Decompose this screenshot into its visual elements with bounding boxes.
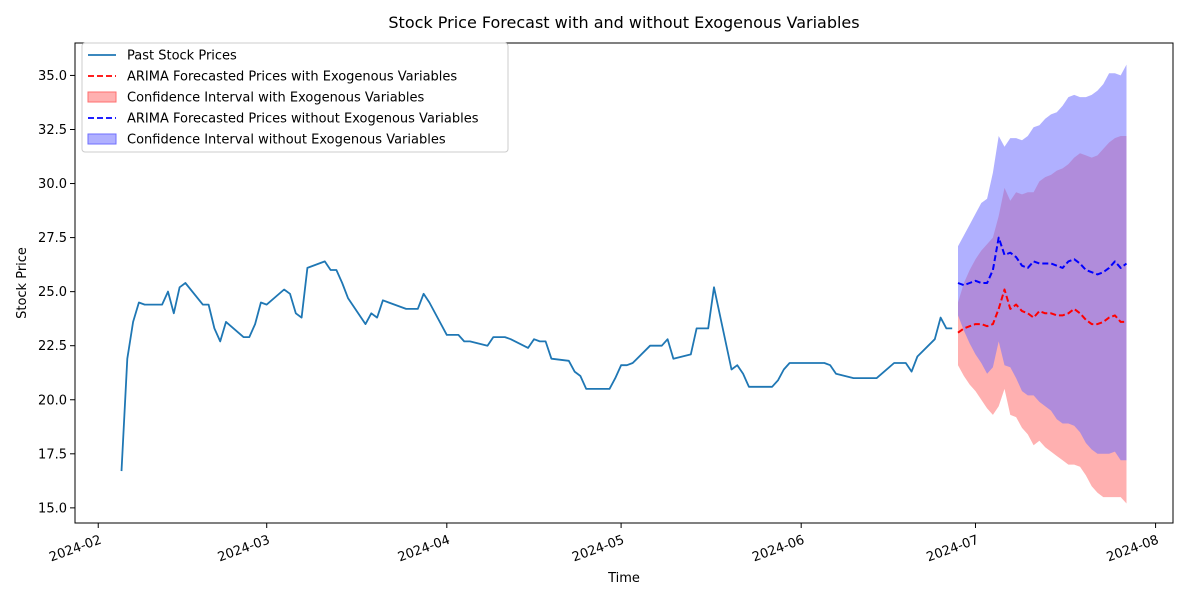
plot-area bbox=[120, 64, 1128, 504]
x-tick-label: 2024-05 bbox=[570, 533, 626, 566]
y-axis-title: Stock Price bbox=[15, 247, 30, 319]
legend-swatch bbox=[87, 133, 117, 145]
y-tick-label: 35.0 bbox=[38, 69, 67, 84]
legend-item-arima-forecasted-prices-without-exogenous-variables: ARIMA Forecasted Prices without Exogenou… bbox=[88, 112, 479, 127]
legend-label: ARIMA Forecasted Prices with Exogenous V… bbox=[127, 70, 457, 85]
past-stock-prices-line bbox=[120, 260, 953, 472]
y-tick-label: 20.0 bbox=[38, 393, 67, 408]
legend-item-arima-forecasted-prices-with-exogenous-variables: ARIMA Forecasted Prices with Exogenous V… bbox=[88, 70, 457, 85]
x-tick-label: 2024-07 bbox=[925, 533, 981, 566]
y-tick-label: 15.0 bbox=[38, 501, 67, 516]
x-axis: 2024-02 2024-03 2024-04 2024-05 2024-06 2024-… bbox=[47, 523, 1161, 565]
y-tick-label: 17.5 bbox=[38, 447, 67, 462]
legend-item-past-stock-prices: Past Stock Prices bbox=[88, 49, 237, 64]
x-tick-label: 2024-03 bbox=[216, 533, 272, 566]
arima-forecasted-prices-with-exogenous-variables-line bbox=[957, 288, 1127, 334]
confidence-interval-without-exogenous-variables-band bbox=[958, 64, 1127, 461]
y-tick-label: 32.5 bbox=[38, 123, 67, 138]
legend-label: Confidence Interval with Exogenous Varia… bbox=[127, 91, 425, 106]
legend-label: ARIMA Forecasted Prices without Exogenou… bbox=[127, 112, 479, 127]
x-tick-label: 2024-06 bbox=[750, 533, 806, 566]
legend-item-confidence-interval-without-exogenous-variables: Confidence Interval without Exogenous Va… bbox=[87, 133, 446, 148]
legend-label: Past Stock Prices bbox=[127, 49, 237, 64]
x-tick-label: 2024-04 bbox=[396, 533, 452, 566]
plot-frame bbox=[74, 42, 1174, 524]
legend-label: Confidence Interval without Exogenous Va… bbox=[127, 133, 446, 148]
y-tick-label: 30.0 bbox=[38, 177, 67, 192]
y-axis: 15.0 17.5 20.0 22.5 25.0 27.5 30.0 32.5 35.0 bbox=[38, 69, 75, 516]
y-tick-label: 22.5 bbox=[38, 339, 67, 354]
chart-title: Stock Price Forecast with and without Ex… bbox=[388, 13, 859, 32]
legend-box bbox=[81, 42, 509, 153]
y-tick-label: 27.5 bbox=[38, 231, 67, 246]
x-axis-title: Time bbox=[607, 571, 640, 586]
legend: Past Stock Prices ARIMA Forecasted Prices… bbox=[81, 42, 509, 153]
x-tick-label: 2024-08 bbox=[1105, 533, 1161, 566]
legend-swatch bbox=[87, 91, 117, 103]
y-tick-label: 25.0 bbox=[38, 285, 67, 300]
arima-forecasted-prices-without-exogenous-variables-line bbox=[957, 236, 1128, 287]
x-tick-label: 2024-02 bbox=[47, 533, 103, 566]
legend-item-confidence-interval-with-exogenous-variables: Confidence Interval with Exogenous Varia… bbox=[87, 91, 425, 106]
